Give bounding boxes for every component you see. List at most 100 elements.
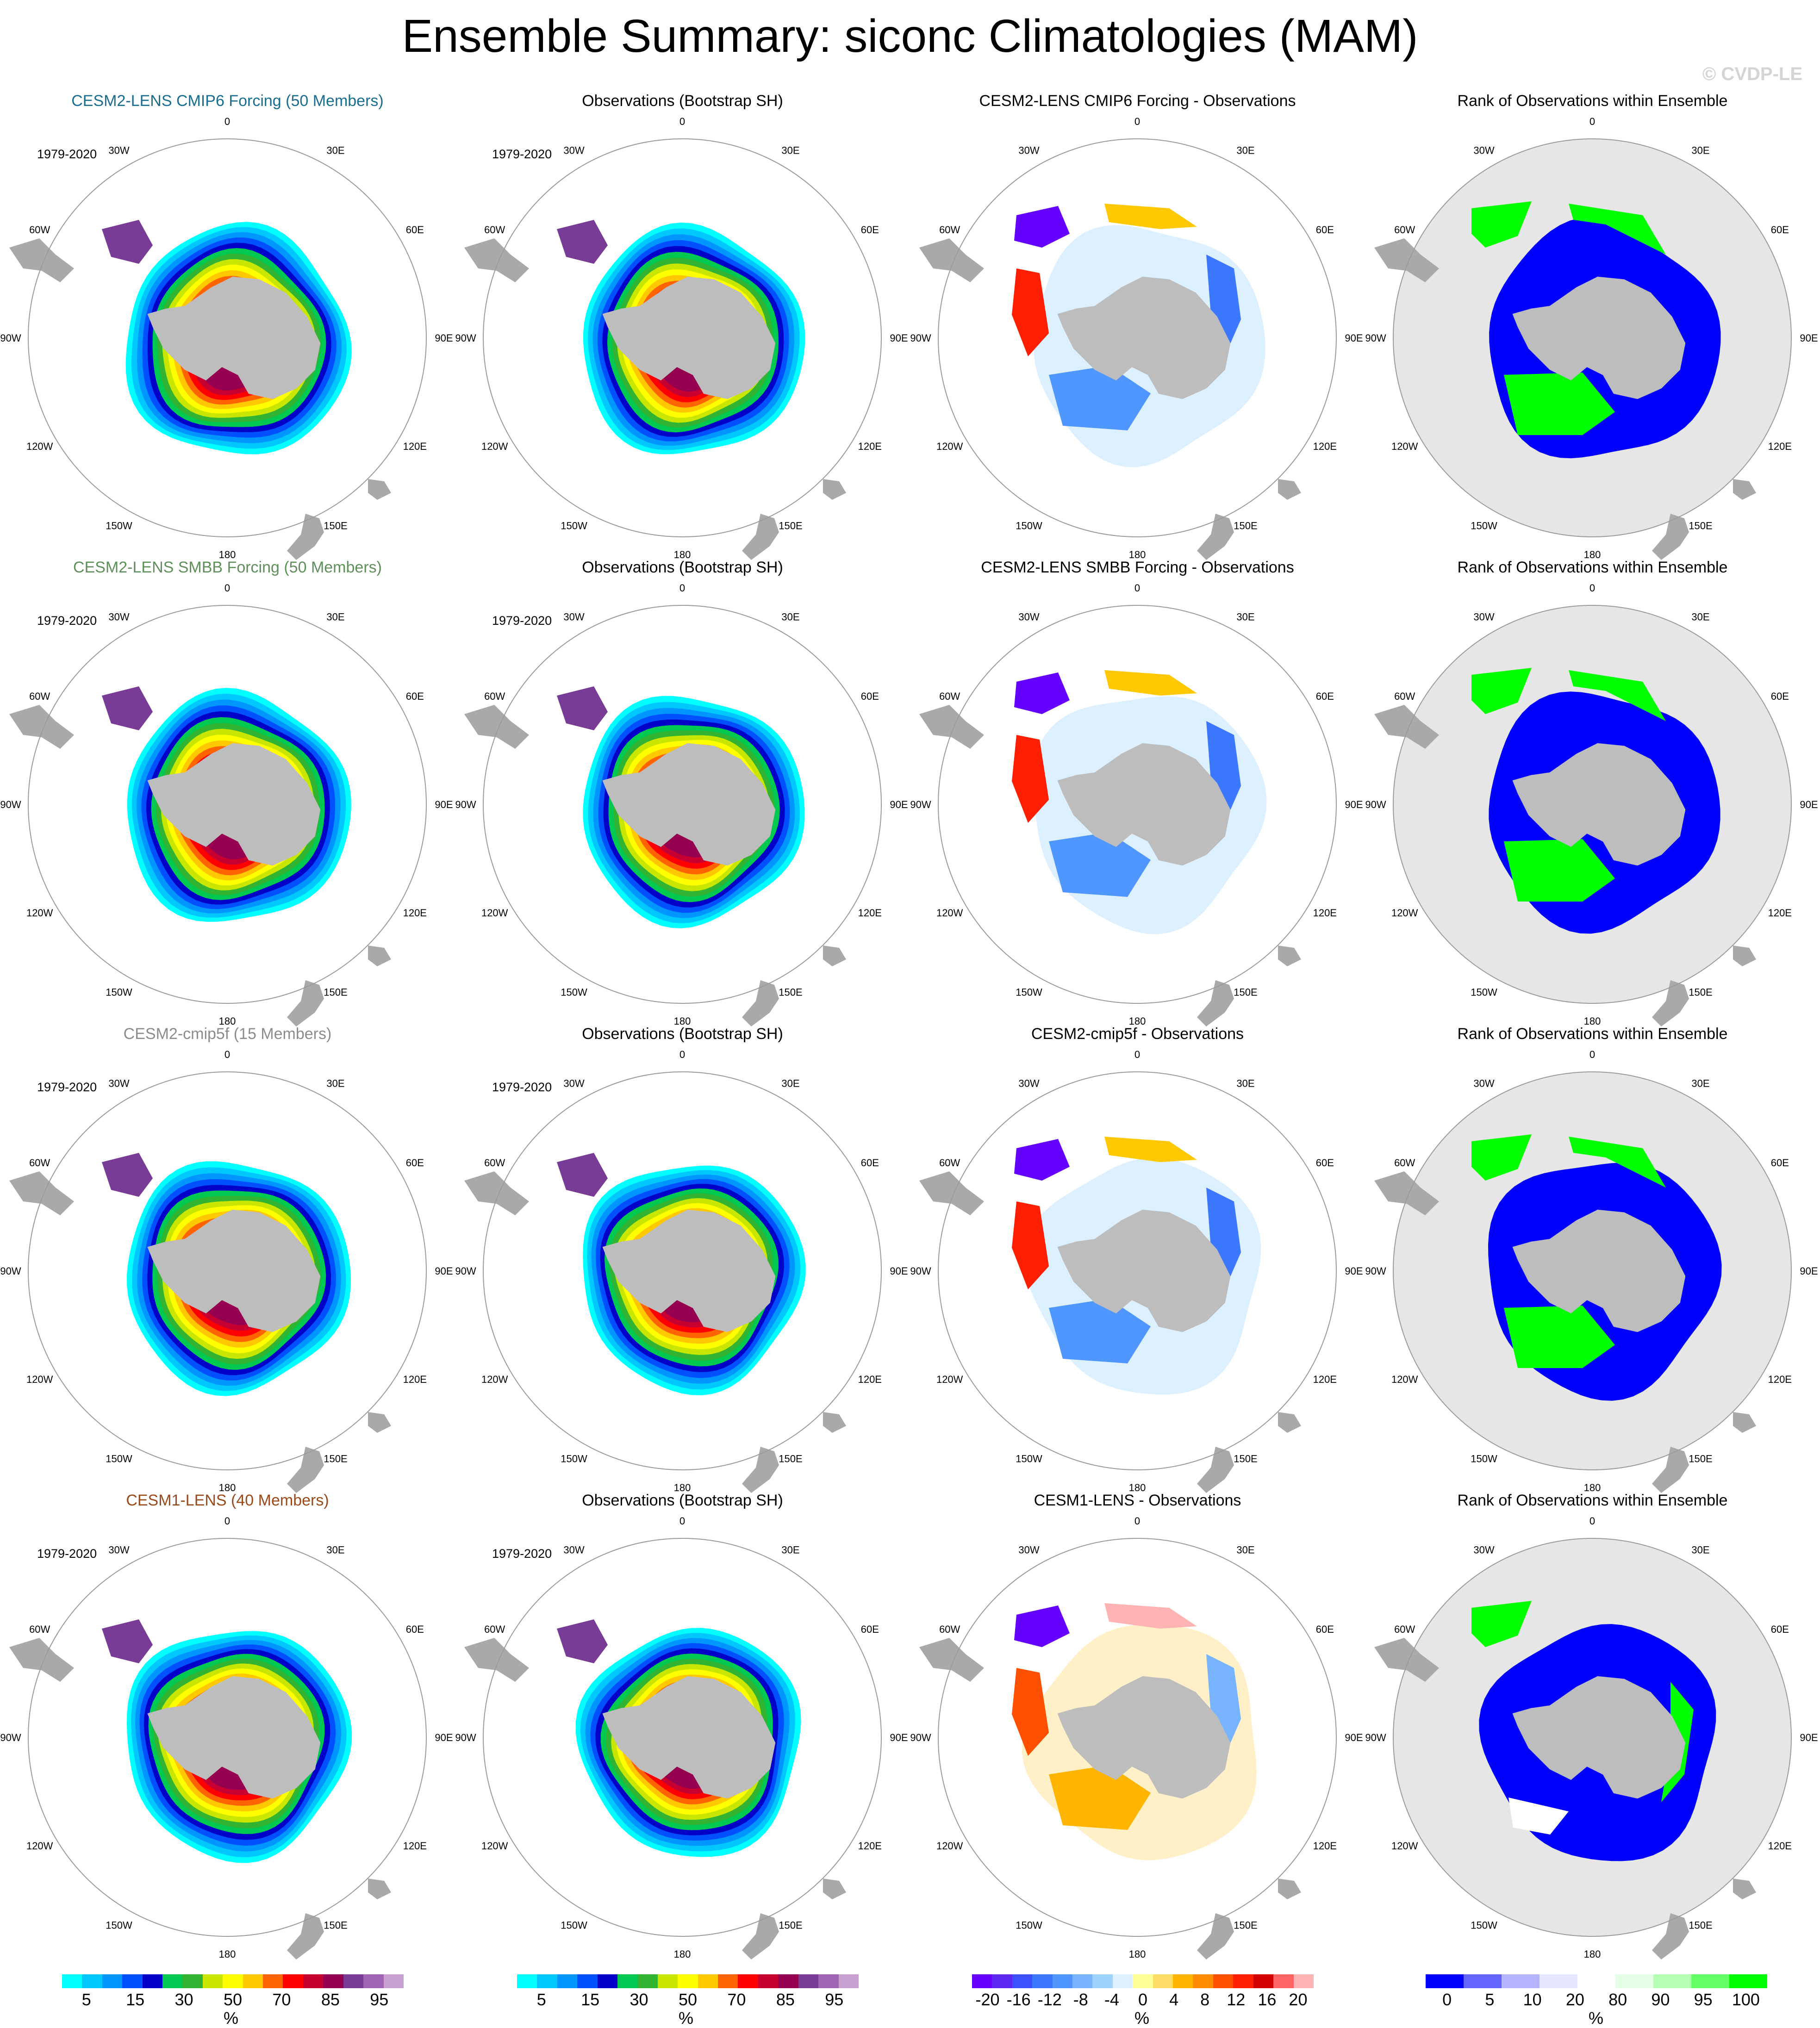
longitude-label: 60E [861,1157,879,1169]
tasmania-landmass [823,1412,846,1433]
longitude-label: 90W [1365,1265,1386,1277]
longitude-label: 120W [936,1374,963,1385]
colorbar-swatch [243,1974,263,1988]
colorbar-concentration-obs [517,1974,859,1988]
south-america-landmass [1374,1171,1439,1215]
colorbar-tick-label: -8 [1073,1990,1088,2009]
map-boundary [483,1071,882,1470]
longitude-label: 150W [561,986,587,998]
longitude-label: 150E [779,520,802,531]
map-boundary [938,138,1337,537]
antarctica-landmass [1512,743,1686,866]
colorbar-swatch [1012,1974,1033,1988]
longitude-label: 60E [406,691,424,702]
polar-map: 0 30E 60E 90E 120E 150E 180 150W 120W 90W 60W 30W [1365,1515,1818,1960]
longitude-label: 120W [936,441,963,452]
longitude-label: 0 [1134,582,1140,594]
colorbar-swatch [263,1974,283,1988]
longitude-label: 60W [29,224,50,236]
colorbar-swatch [1112,1974,1133,1988]
colorbar-swatch [537,1974,557,1988]
colorbar-swatch [1233,1974,1253,1988]
longitude-label: 150E [1234,986,1257,998]
longitude-label: 120W [936,1840,963,1852]
longitude-label: 150W [1471,986,1497,998]
colorbar-swatch [1426,1974,1464,1988]
map-boundary [1393,1071,1792,1470]
longitude-label: 150E [324,520,347,531]
colorbar-swatch [283,1974,303,1988]
longitude-label: 30W [1473,1078,1494,1089]
period-label: 1979-2020 [37,147,97,161]
colorbar-swatch [1253,1974,1274,1988]
map-panel: CESM2-LENS CMIP6 Forcing (50 Members) 197… [0,0,455,560]
longitude-label: 180 [219,1482,236,1493]
map-panel: CESM2-cmip5f - Observations 0 30E 60E 90E 120… [910,933,1365,1493]
longitude-label: 90W [0,799,21,810]
longitude-label: 120E [1768,441,1792,452]
longitude-label: 150E [1689,986,1712,998]
longitude-label: 120E [1313,441,1337,452]
longitude-label: 90E [1800,1265,1818,1277]
model-title: CESM2-cmip5f (15 Members) [123,1025,332,1043]
longitude-label: 60W [1394,224,1415,236]
map-panel: Rank of Observations within Ensemble 0 30E… [1365,933,1820,1493]
antarctica-landmass [1512,1209,1686,1332]
colorbar-swatch [383,1974,404,1988]
south-america-landmass [1374,1638,1439,1682]
longitude-label: 90E [435,799,453,810]
longitude-label: 150E [779,1919,802,1931]
longitude-label: 120E [1313,1374,1337,1385]
longitude-label: 30E [1236,145,1254,156]
colorbar-swatch [1213,1974,1234,1988]
longitude-label: 30W [1018,611,1039,623]
period-label: 1979-2020 [492,1547,552,1561]
longitude-label: 60E [1316,1624,1334,1635]
longitude-label: 150E [1689,1453,1712,1464]
colorbar-swatch [343,1974,364,1988]
antarctica-landmass [1512,1676,1686,1799]
longitude-label: 30W [108,1544,129,1556]
longitude-label: 30E [326,1544,344,1556]
longitude-label: 30E [1691,611,1709,623]
colorbar-rank [1426,1974,1767,1988]
longitude-label: 120E [858,1840,882,1852]
longitude-label: 30E [1691,1078,1709,1089]
longitude-label: 90E [1345,1732,1363,1743]
longitude-label: 120W [481,441,508,452]
longitude-label: 30W [108,1078,129,1089]
colorbar-tick-label: 5 [1485,1990,1495,2009]
colorbar-swatch [363,1974,384,1988]
longitude-label: 120W [481,1840,508,1852]
observations-title: Observations (Bootstrap SH) [582,1492,783,1509]
colorbar-swatch [202,1974,223,1988]
polar-map: 0 30E 60E 90E 120E 150E 180 150W 120W 90W 60W 30W [1365,582,1818,1026]
longitude-label: 120W [26,441,53,452]
longitude-label: 180 [1584,1482,1601,1493]
longitude-label: 90W [0,1265,21,1277]
colorbar-swatch [1072,1974,1093,1988]
tasmania-landmass [1278,1412,1301,1433]
map-boundary [28,1538,427,1937]
longitude-label: 90W [0,332,21,344]
polar-map: 0 30E 60E 90E 120E 150E 180 150W 120W 90W 60W 30W [0,582,453,1026]
colorbar-tick-label: 100 [1732,1990,1760,2009]
longitude-label: 60W [1394,691,1415,702]
colorbar-tick-label: 5 [81,1990,91,2009]
model-title: CESM2-LENS CMIP6 Forcing (50 Members) [71,92,384,110]
longitude-label: 120E [1768,1840,1792,1852]
longitude-label: 120W [936,907,963,919]
longitude-label: 90E [1800,799,1818,810]
colorbar-swatch [798,1974,819,1988]
longitude-label: 60E [861,1624,879,1635]
map-panel: Rank of Observations within Ensemble 0 30E… [1365,467,1820,1026]
colorbar-swatch [738,1974,758,1988]
longitude-label: 0 [224,1515,230,1527]
colorbar-swatch [637,1974,658,1988]
rank-title: Rank of Observations within Ensemble [1457,1025,1728,1043]
map-panel: CESM2-cmip5f (15 Members) 1979-2020 0 30E 60… [0,933,455,1493]
longitude-label: 90W [0,1732,21,1743]
map-panel: CESM2-LENS SMBB Forcing - Observations 0 3… [910,467,1365,1026]
colorbar-tick-label: 15 [126,1990,145,2009]
new-zealand-landmass [1652,980,1689,1026]
